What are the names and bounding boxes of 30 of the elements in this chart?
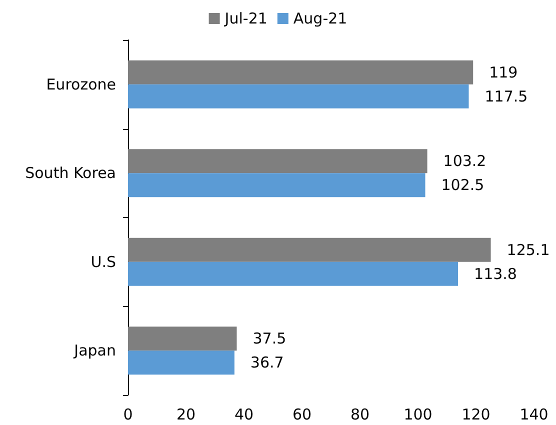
bar: [128, 60, 474, 84]
x-tick-label: 120: [462, 406, 490, 424]
x-tick-label: 40: [234, 406, 254, 424]
bar: [128, 326, 237, 351]
data-label: 113.8: [474, 264, 517, 283]
x-tick-label: 80: [350, 406, 370, 424]
x-tick-label: 100: [404, 406, 432, 424]
bar: [128, 262, 458, 286]
y-tick-label: U.S: [90, 252, 116, 271]
y-tick-label: Japan: [73, 342, 116, 360]
bar: [128, 173, 426, 198]
data-label: 103.2: [443, 152, 486, 170]
data-label: 125.1: [506, 240, 550, 259]
y-tick-label: South Korea: [25, 164, 116, 182]
data-label: 37.5: [252, 330, 286, 348]
bar: [128, 84, 469, 108]
bar: [128, 238, 491, 262]
bar: [128, 350, 234, 375]
data-label: 117.5: [484, 87, 528, 106]
y-tick-label: Eurozone: [46, 75, 116, 94]
data-label: 102.5: [441, 176, 484, 194]
data-label: 36.7: [250, 354, 284, 372]
x-tick-label: 20: [176, 406, 196, 424]
bar: [128, 149, 428, 174]
data-label: 119: [489, 63, 518, 82]
x-tick-label: 60: [292, 406, 312, 424]
legend-label: Aug-21: [293, 10, 348, 28]
legend-label: Jul-21: [224, 10, 268, 28]
x-tick-label: 0: [123, 406, 133, 424]
x-tick-label: 140: [520, 406, 548, 424]
